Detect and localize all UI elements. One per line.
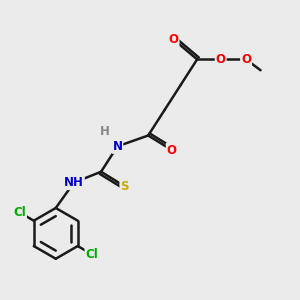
Text: N: N [112, 140, 122, 153]
Text: Cl: Cl [85, 248, 98, 261]
Text: S: S [120, 180, 129, 193]
Text: O: O [169, 33, 178, 46]
Text: O: O [241, 53, 251, 66]
Text: H: H [100, 125, 110, 138]
Text: NH: NH [64, 176, 84, 189]
Text: O: O [167, 143, 177, 157]
Text: Cl: Cl [13, 206, 26, 219]
Text: O: O [216, 53, 226, 66]
